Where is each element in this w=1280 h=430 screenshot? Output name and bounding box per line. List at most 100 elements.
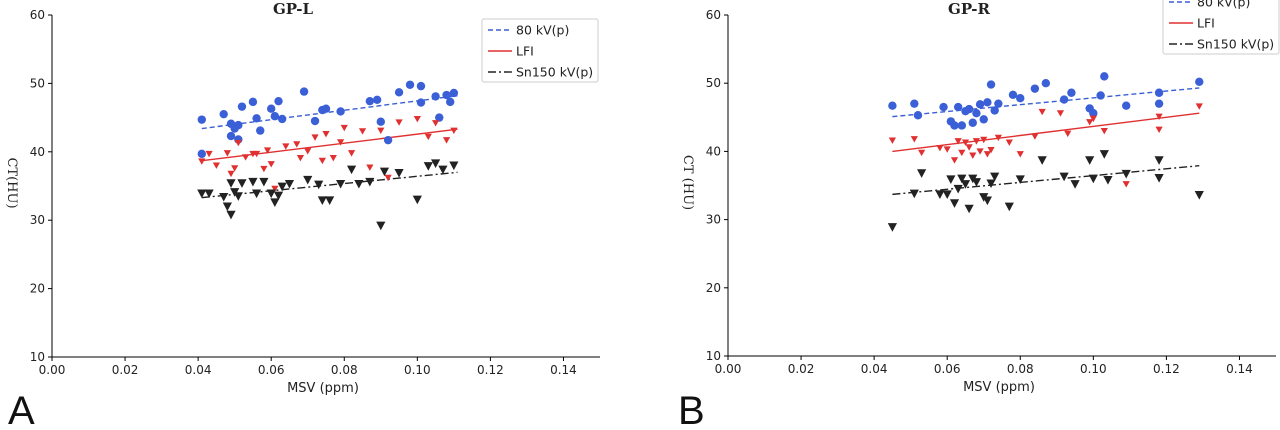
data-point (1155, 126, 1163, 133)
data-point (918, 149, 926, 157)
data-point (231, 165, 239, 172)
y-tick-label: 40 (30, 145, 45, 159)
legend-entry: 80 kV(p) (1197, 0, 1250, 10)
data-point (416, 81, 426, 91)
data-point (347, 150, 356, 157)
data-point (972, 138, 981, 145)
y-axis-label: CT(HU) (4, 157, 19, 208)
x-axis-label: MSV (ppm) (287, 381, 359, 396)
x-tick-label: 0.14 (1226, 362, 1253, 376)
data-point (1016, 151, 1024, 158)
data-point (1037, 156, 1047, 165)
data-point (366, 164, 374, 171)
data-point (1067, 88, 1076, 97)
x-tick-label: 0.14 (550, 363, 577, 377)
data-point (384, 174, 392, 182)
data-point (975, 100, 985, 109)
panel-letter: A (8, 389, 35, 430)
data-point (252, 114, 261, 123)
data-point (242, 154, 250, 161)
data-point (1064, 130, 1072, 138)
y-tick-label: 50 (30, 76, 45, 90)
data-point (982, 196, 992, 206)
data-point (986, 80, 996, 89)
data-point (1015, 175, 1025, 184)
data-point (435, 113, 444, 122)
data-point (1041, 79, 1051, 88)
data-point (446, 97, 455, 107)
data-point (198, 158, 206, 165)
data-point (413, 115, 421, 123)
data-point (296, 154, 305, 162)
panel-letter: B (678, 389, 705, 430)
data-point (1099, 150, 1109, 159)
data-point (273, 191, 284, 201)
data-point (1059, 95, 1069, 104)
data-point (913, 111, 923, 120)
data-point (431, 159, 441, 169)
data-point (1154, 99, 1164, 108)
fit-line-circle (201, 95, 458, 130)
data-point (329, 154, 337, 162)
data-point (1155, 113, 1163, 121)
data-point (994, 99, 1003, 108)
data-point (983, 151, 991, 158)
data-point (223, 150, 231, 157)
data-point (267, 104, 276, 113)
data-point (450, 127, 458, 134)
data-point (968, 118, 977, 127)
data-point (376, 221, 386, 231)
chart-title: GP-R (948, 0, 990, 18)
data-point (1086, 119, 1094, 126)
data-point (340, 124, 348, 132)
data-point (227, 170, 235, 178)
y-tick-label: 20 (706, 281, 721, 295)
x-tick-label: 0.06 (934, 362, 961, 376)
x-tick-label: 0.10 (1080, 362, 1107, 376)
data-point (953, 184, 963, 194)
data-point (336, 107, 345, 116)
y-tick-label: 20 (30, 282, 45, 296)
legend-entry: Sn150 kV(p) (516, 65, 593, 80)
data-point (986, 179, 996, 189)
data-point (983, 98, 992, 107)
data-point (987, 147, 995, 154)
data-point (237, 102, 247, 111)
data-point (887, 223, 897, 232)
data-point (1195, 103, 1203, 110)
data-point (979, 115, 988, 124)
data-point (888, 101, 897, 110)
data-point (1089, 109, 1098, 118)
data-point (953, 102, 963, 112)
data-point (365, 177, 375, 187)
data-point (1030, 84, 1040, 93)
data-point (939, 102, 948, 112)
data-point (394, 169, 404, 178)
data-point (1089, 115, 1097, 123)
data-point (960, 180, 971, 189)
data-point (990, 106, 999, 115)
data-point (234, 139, 242, 147)
data-point (449, 161, 459, 171)
data-point (1038, 108, 1046, 116)
data-point (336, 179, 346, 189)
data-point (964, 204, 974, 214)
data-point (943, 146, 951, 153)
data-point (909, 189, 919, 199)
data-point (263, 147, 272, 154)
data-point (197, 149, 206, 159)
data-point (1070, 180, 1080, 189)
data-point (910, 136, 918, 143)
legend-entry: Sn150 kV(p) (1197, 37, 1274, 52)
data-point (438, 165, 448, 175)
data-point (957, 121, 967, 130)
data-point (1008, 90, 1018, 99)
data-point (197, 115, 206, 124)
data-point (949, 199, 960, 208)
fit-line-circle (892, 87, 1200, 118)
data-point (377, 127, 385, 134)
data-point (1122, 101, 1131, 110)
data-point (946, 175, 956, 184)
data-point (379, 167, 390, 177)
